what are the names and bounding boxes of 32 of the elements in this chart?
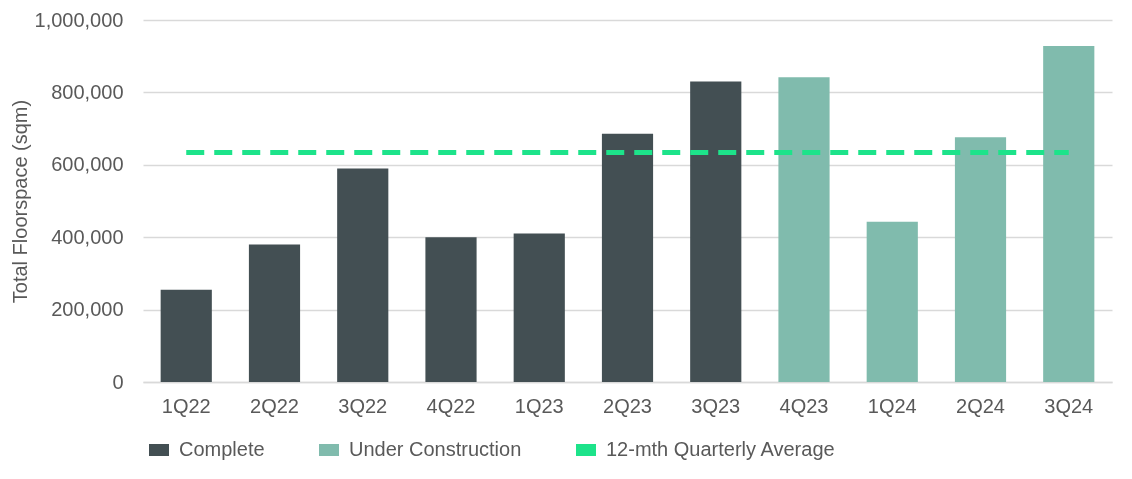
bar — [425, 237, 477, 382]
x-tick-label: 1Q22 — [161, 394, 211, 417]
x-tick-label: 1Q23 — [514, 394, 564, 417]
legend-label: Complete — [179, 438, 265, 460]
x-tick-label: 2Q23 — [603, 394, 652, 417]
bar — [160, 289, 212, 382]
y-tick-label: 0 — [112, 370, 124, 393]
bar — [513, 233, 565, 382]
x-tick-label: 3Q22 — [338, 394, 388, 417]
x-tick-label: 4Q23 — [779, 394, 829, 417]
legend-label: Under Construction — [349, 438, 522, 460]
bar — [866, 221, 918, 382]
bar — [601, 133, 654, 382]
y-tick-label: 400,000 — [51, 225, 124, 248]
bar — [778, 77, 830, 382]
y-tick-label: 600,000 — [51, 153, 124, 176]
bar — [690, 81, 742, 382]
y-tick-label: 800,000 — [51, 80, 124, 103]
y-axis-title: Total Floorspace (sqm) — [8, 99, 31, 304]
bar — [337, 168, 389, 382]
bar — [954, 137, 1007, 382]
x-tick-label: 2Q22 — [250, 394, 299, 417]
x-tick-label: 3Q23 — [691, 394, 741, 417]
x-tick-label: 1Q24 — [867, 394, 917, 417]
bar — [248, 244, 301, 382]
x-tick-label: 3Q24 — [1044, 394, 1094, 417]
y-tick-label: 1,000,000 — [34, 8, 124, 31]
x-tick-label: 4Q22 — [426, 394, 476, 417]
y-tick-label: 200,000 — [51, 298, 124, 321]
legend-label: 12-mth Quarterly Average — [606, 438, 835, 460]
x-tick-label: 2Q24 — [956, 394, 1005, 417]
bar — [1043, 46, 1095, 382]
